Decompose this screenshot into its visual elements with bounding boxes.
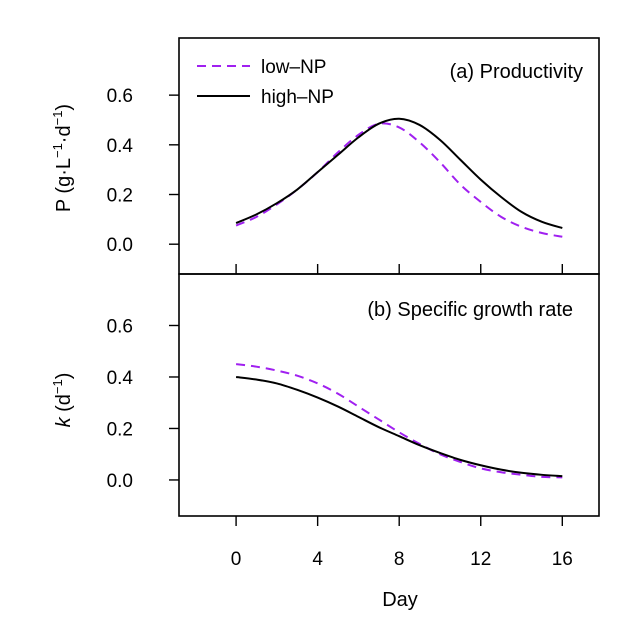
panel-a-y-tick-label: 0.0	[107, 235, 133, 256]
panel-a-series-low-np-line	[235, 122, 563, 238]
x-tick-label: 0	[231, 549, 242, 570]
panel-b-y-axis: 0.0 0.2 0.4 0.6	[107, 316, 179, 492]
panel-a-y-tick-label: 0.6	[107, 86, 133, 107]
x-tick-label: 8	[394, 549, 405, 570]
panel-a-ylabel-mid: ·d	[53, 125, 75, 143]
panel-a-ylabel-sup1: −1	[50, 143, 65, 158]
panel-a-y-tick-label: 0.4	[107, 136, 134, 157]
panel-a-ylabel-suffix: )	[53, 104, 75, 111]
panel-a-y-tick-label: 0.2	[107, 186, 133, 207]
panel-b-ylabel-mid: (d	[53, 394, 75, 417]
panel-b-y-axis-title: k (d−1)	[50, 373, 75, 428]
panel-productivity: 0.0 0.2 0.4 0.6 (a) Productivity low–NP hig…	[50, 37, 600, 275]
panel-b-series-high-np-line	[235, 375, 563, 478]
panel-a-ylabel-sup2: −1	[50, 111, 65, 126]
panel-b-frame	[178, 273, 600, 517]
panel-b-title: (b) Specific growth rate	[367, 299, 573, 321]
panel-b-y-tick-label: 0.2	[107, 419, 133, 440]
panel-a-y-axis: 0.0 0.2 0.4 0.6	[107, 86, 179, 256]
panel-b-y-tick-label: 0.6	[107, 316, 133, 337]
panel-b-ylabel-prefix: k	[53, 416, 75, 427]
panel-b-series-group	[235, 363, 563, 479]
panel-b-ylabel-sup2: −1	[50, 379, 65, 394]
panel-b-y-tick-label: 0.4	[107, 368, 134, 389]
panel-b-ylabel-suffix: )	[53, 373, 75, 380]
panel-a-title: (a) Productivity	[450, 61, 583, 83]
panel-a-ylabel-prefix: P (g·L	[53, 158, 75, 212]
x-tick-label: 4	[312, 549, 323, 570]
panel-growth-rate: 0.0 0.2 0.4 0.6 (b) Specific growth rate k …	[50, 273, 600, 517]
x-tick-label: 16	[552, 549, 573, 570]
panel-a-series-group	[235, 117, 563, 238]
legend-label-high-np: high–NP	[261, 87, 334, 108]
legend: low–NP high–NP	[197, 57, 334, 108]
x-tick-label: 12	[470, 549, 491, 570]
panel-a-y-axis-title: P (g·L−1·d−1)	[50, 104, 75, 212]
x-axis-title: Day	[382, 589, 418, 611]
panel-a-series-high-np-line	[235, 117, 563, 229]
panel-b-series-low-np-line	[235, 363, 563, 479]
legend-label-low-np: low–NP	[261, 57, 326, 78]
x-axis: 0 4 8 12 16	[231, 264, 573, 570]
panel-b-y-tick-label: 0.0	[107, 471, 133, 492]
